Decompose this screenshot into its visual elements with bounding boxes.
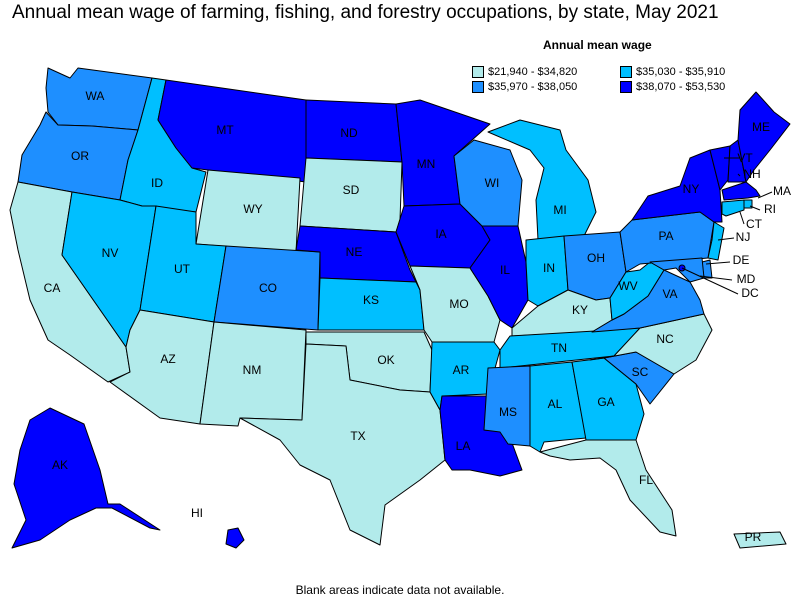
- state-LA[interactable]: [439, 395, 523, 477]
- state-label-WY: WY: [243, 202, 262, 216]
- state-WI[interactable]: [453, 139, 523, 227]
- footnote: Blank areas indicate data not available.: [295, 583, 505, 597]
- state-label-IN: IN: [543, 261, 555, 275]
- state-AK[interactable]: [11, 407, 161, 549]
- state-PR[interactable]: [733, 531, 787, 549]
- leader-line: [681, 267, 739, 295]
- state-label-NY: NY: [683, 182, 700, 196]
- leader-line: [737, 173, 741, 177]
- state-label-ME: ME: [752, 120, 770, 134]
- state-label-HI: HI: [191, 506, 203, 520]
- state-label-AR: AR: [453, 363, 470, 377]
- legend-item-1: $21,940 - $34,820: [472, 66, 577, 78]
- legend-title: Annual mean wage: [543, 38, 652, 52]
- leader-line: [717, 237, 735, 241]
- state-label-SD: SD: [343, 183, 360, 197]
- leader-line: [739, 211, 745, 225]
- state-label-CT: CT: [746, 217, 763, 231]
- state-label-WA: WA: [86, 89, 105, 103]
- state-label-SC: SC: [632, 365, 649, 379]
- state-label-DE: DE: [733, 253, 750, 267]
- state-label-VA: VA: [662, 287, 677, 301]
- state-label-WI: WI: [485, 176, 500, 190]
- leader-line: [757, 191, 773, 199]
- state-label-VT: VT: [737, 151, 753, 165]
- state-label-MN: MN: [417, 157, 436, 171]
- state-NC[interactable]: [589, 313, 713, 375]
- state-label-NC: NC: [656, 332, 674, 346]
- state-label-IL: IL: [500, 263, 510, 277]
- legend-label-2: $35,030 - $35,910: [636, 66, 726, 78]
- state-label-NH: NH: [743, 167, 760, 181]
- state-label-ND: ND: [340, 126, 358, 140]
- state-label-CA: CA: [44, 281, 61, 295]
- legend-label-1: $21,940 - $34,820: [488, 66, 578, 78]
- state-ME[interactable]: [737, 91, 791, 183]
- state-NY[interactable]: [631, 149, 723, 223]
- state-labels: WA OR CA ID NV MT WY UT AZ CO NM ND SD NE KS OK TX MN IA MO…: [44, 89, 791, 544]
- state-MA[interactable]: [721, 181, 761, 201]
- legend-label-3: $35,970 - $38,050: [488, 81, 578, 93]
- state-label-GA: GA: [597, 395, 614, 409]
- state-label-IA: IA: [435, 227, 446, 241]
- state-MI[interactable]: [487, 119, 597, 241]
- state-label-TX: TX: [350, 429, 365, 443]
- state-label-FL: FL: [639, 473, 653, 487]
- state-label-CO: CO: [259, 281, 277, 295]
- state-label-UT: UT: [174, 262, 191, 276]
- map-title: Annual mean wage of farming, fishing, an…: [12, 2, 719, 23]
- state-label-AL: AL: [548, 397, 563, 411]
- legend-item-4: $38,070 - $53,530: [620, 81, 725, 93]
- state-label-KY: KY: [572, 303, 588, 317]
- state-label-ID: ID: [151, 176, 163, 190]
- state-FL[interactable]: [539, 439, 677, 537]
- state-label-OR: OR: [71, 149, 89, 163]
- state-TX[interactable]: [239, 343, 446, 546]
- state-label-NE: NE: [346, 245, 363, 259]
- state-label-NJ: NJ: [736, 230, 751, 244]
- state-shapes: [9, 67, 791, 549]
- legend-swatch-2: [620, 66, 632, 78]
- state-label-TN: TN: [551, 341, 567, 355]
- state-label-PR: PR: [745, 530, 762, 544]
- legend-item-3: $35,970 - $38,050: [472, 81, 577, 93]
- state-AR[interactable]: [429, 341, 501, 411]
- state-label-RI: RI: [764, 202, 776, 216]
- state-label-MO: MO: [449, 297, 468, 311]
- state-label-AZ: AZ: [160, 352, 175, 366]
- state-CT[interactable]: [721, 199, 745, 217]
- state-label-MA: MA: [773, 184, 791, 198]
- state-IL[interactable]: [469, 225, 529, 329]
- state-label-MI: MI: [553, 203, 566, 217]
- state-label-PA: PA: [658, 229, 673, 243]
- state-label-LA: LA: [456, 439, 471, 453]
- state-label-WV: WV: [618, 279, 637, 293]
- state-label-DC: DC: [741, 286, 759, 300]
- state-HI[interactable]: [225, 527, 245, 549]
- legend-label-4: $38,070 - $53,530: [636, 81, 726, 93]
- state-NJ[interactable]: [707, 221, 725, 261]
- legend-swatch-3: [472, 81, 484, 93]
- state-label-NM: NM: [243, 363, 262, 377]
- leader-line: [749, 205, 761, 211]
- state-label-MS: MS: [499, 405, 517, 419]
- state-MD[interactable]: [649, 257, 705, 283]
- leader-line: [705, 261, 731, 265]
- state-label-OH: OH: [587, 251, 605, 265]
- state-label-MD: MD: [737, 272, 756, 286]
- legend-item-2: $35,030 - $35,910: [620, 66, 725, 78]
- legend-swatch-4: [620, 81, 632, 93]
- state-label-AK: AK: [52, 458, 68, 472]
- leader-line: [699, 275, 733, 281]
- state-label-NV: NV: [102, 246, 119, 260]
- state-label-OK: OK: [377, 353, 394, 367]
- legend-swatch-1: [472, 66, 484, 78]
- state-label-KS: KS: [363, 293, 379, 307]
- state-label-MT: MT: [216, 123, 234, 137]
